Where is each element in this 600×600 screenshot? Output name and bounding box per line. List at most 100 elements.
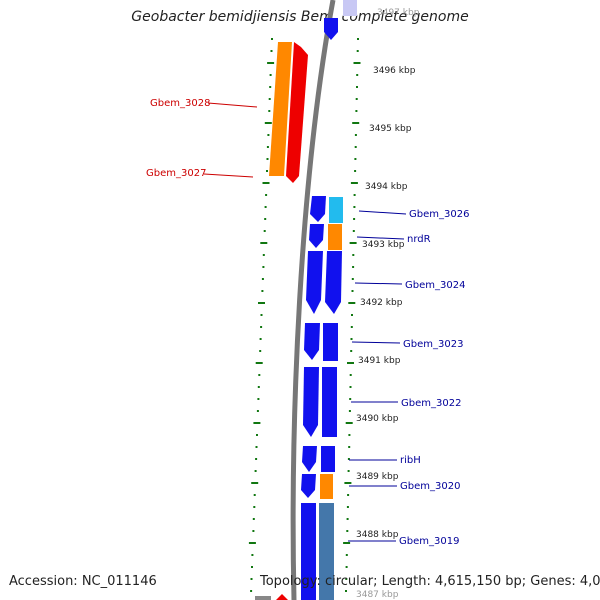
minor-tick-mark — [266, 158, 269, 160]
gene-label-gbem-3028[interactable]: Gbem_3028 — [150, 98, 210, 109]
gene-gbem-3020[interactable] — [301, 474, 316, 498]
minor-tick-mark — [250, 590, 253, 592]
gene-gbem-3028[interactable] — [269, 42, 292, 176]
major-tick-mark — [258, 302, 265, 304]
minor-tick-mark — [259, 338, 262, 340]
gene-gbem-3023[interactable] — [304, 323, 320, 360]
minor-tick-mark — [264, 206, 267, 208]
gene-arrow-tip — [286, 176, 299, 183]
scale-label: 3488 kbp — [356, 530, 399, 540]
minor-tick-mark — [352, 254, 355, 256]
major-tick-mark — [248, 542, 256, 544]
minor-tick-mark — [261, 278, 264, 280]
gene-ribh[interactable] — [302, 446, 317, 472]
gene-label-gbem-3022[interactable]: Gbem_3022 — [401, 398, 461, 409]
gene-label-gbem-3023[interactable]: Gbem_3023 — [403, 339, 463, 350]
minor-tick-mark — [267, 134, 270, 136]
gene-label-gbem-3027[interactable]: Gbem_3027 — [146, 168, 206, 179]
gene-block-blue — [323, 323, 338, 361]
gene-label-gbem-3019[interactable]: Gbem_3019 — [399, 536, 459, 547]
gene-gbem-3024[interactable] — [306, 251, 323, 314]
minor-tick-mark — [269, 74, 272, 76]
minor-tick-mark — [346, 506, 349, 508]
minor-tick-mark — [252, 518, 255, 520]
gene-nrdr[interactable] — [309, 224, 324, 248]
minor-tick-mark — [348, 434, 351, 436]
minor-tick-mark — [253, 506, 256, 508]
minor-tick-mark — [349, 374, 352, 376]
accession-text: Accession: NC_011146 — [9, 574, 157, 589]
minor-tick-mark — [253, 494, 256, 496]
major-tick-mark — [344, 482, 352, 484]
minor-tick-mark — [357, 38, 359, 40]
label-leader-line — [203, 173, 254, 178]
strand-b-blocks — [319, 197, 343, 600]
minor-tick-mark — [354, 170, 357, 172]
minor-tick-mark — [257, 398, 260, 400]
gene-block-cyan — [329, 197, 343, 223]
minor-tick-mark — [269, 86, 272, 88]
gene-arrow — [301, 503, 316, 600]
minor-tick-mark — [251, 566, 253, 568]
gene-gbem-3026[interactable] — [310, 196, 326, 222]
label-leader-line — [351, 341, 401, 344]
bottom-red-arrow-tip — [276, 594, 288, 600]
major-tick-mark — [260, 242, 268, 244]
gene-block-blue — [321, 446, 335, 472]
gene-gbem-3019[interactable] — [301, 503, 316, 600]
major-tick-mark — [343, 542, 351, 544]
minor-tick-mark — [350, 350, 353, 352]
gene-arrow — [324, 18, 338, 40]
minor-tick-mark — [348, 410, 351, 412]
minor-tick-mark — [352, 266, 355, 268]
gene-arrow — [304, 323, 320, 360]
major-tick-mark — [255, 362, 263, 364]
topology-text: Topology: circular; Length: 4,615,150 bp… — [260, 574, 600, 589]
minor-tick-mark — [260, 326, 263, 328]
minor-tick-mark — [352, 230, 355, 232]
minor-tick-mark — [268, 98, 271, 100]
minor-tick-mark — [262, 266, 265, 268]
gene-block-orange — [328, 224, 342, 250]
gene-gbem-3027[interactable] — [286, 42, 308, 183]
left-gene-labels: Gbem_3028 Gbem_3027 — [146, 98, 258, 179]
minor-tick-mark — [354, 134, 357, 136]
gene-label-gbem-3020[interactable]: Gbem_3020 — [400, 481, 460, 492]
gene-arrow — [269, 42, 292, 176]
minor-tick-mark — [266, 146, 269, 148]
minor-tick-mark — [260, 314, 263, 316]
minor-tick-mark — [256, 434, 258, 436]
minor-tick-mark — [347, 494, 350, 496]
scale-labels: 3497 kbp 3496 kbp 3495 kbp 3494 kbp 3493… — [356, 8, 420, 600]
major-tick-mark — [350, 182, 358, 184]
minor-tick-mark — [353, 206, 356, 208]
minor-tick-mark — [262, 254, 265, 256]
minor-tick-mark — [349, 398, 352, 400]
minor-tick-mark — [268, 110, 271, 112]
minor-tick-mark — [346, 530, 349, 532]
minor-tick-mark — [346, 518, 349, 520]
scale-label: 3491 kbp — [358, 356, 401, 366]
gene-label-gbem-3024[interactable]: Gbem_3024 — [405, 280, 465, 291]
gene-label-nrdr[interactable]: nrdR — [407, 234, 431, 245]
scale-label: 3497 kbp — [377, 8, 420, 18]
gene-label-ribh[interactable]: ribH — [400, 455, 421, 466]
minor-tick-mark — [356, 74, 359, 76]
gene-arrow — [302, 446, 317, 472]
gene-top-partial[interactable] — [324, 0, 357, 40]
minor-tick-mark — [348, 446, 351, 448]
major-tick-mark — [352, 122, 360, 124]
minor-tick-mark — [250, 578, 253, 580]
scale-label: 3495 kbp — [369, 124, 412, 134]
scale-label: 3490 kbp — [356, 414, 399, 424]
minor-tick-mark — [251, 554, 254, 556]
gene-arrow — [286, 42, 308, 176]
gene-arrow — [310, 196, 326, 222]
gene-label-gbem-3026[interactable]: Gbem_3026 — [409, 209, 469, 220]
scale-label: 3489 kbp — [356, 472, 399, 482]
minor-tick-mark — [271, 38, 273, 40]
label-leader-line — [358, 210, 407, 215]
bottom-gray-block — [255, 596, 271, 600]
gene-block-steel — [319, 503, 334, 600]
gene-gbem-3022[interactable] — [303, 367, 319, 437]
